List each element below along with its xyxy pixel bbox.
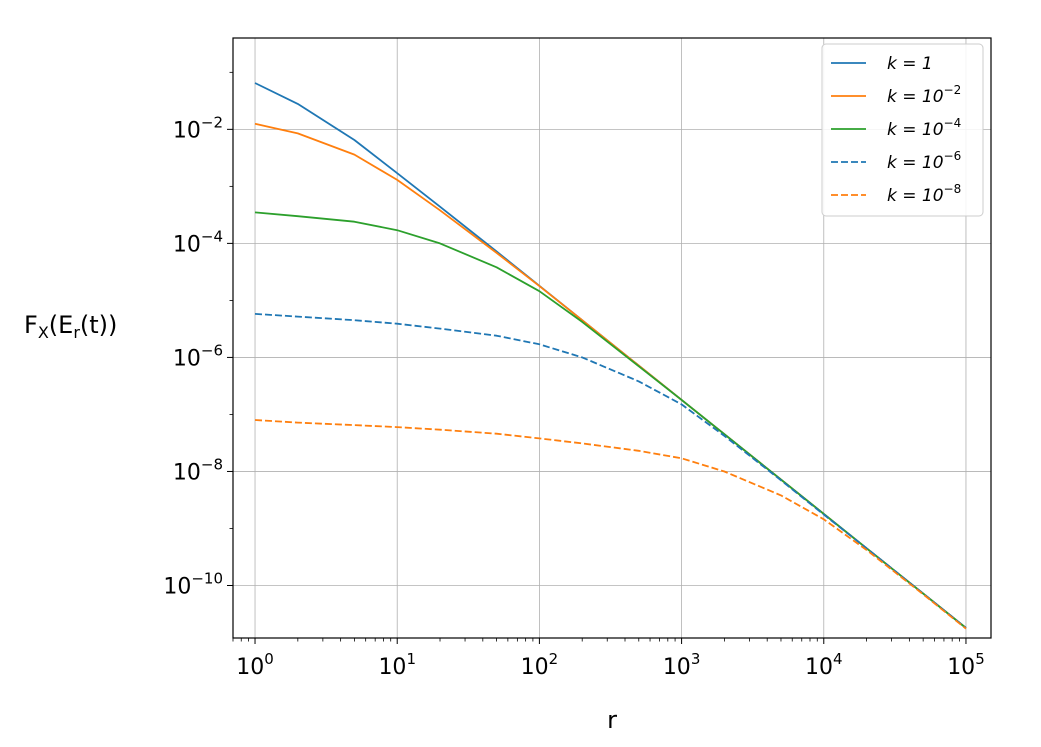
y-tick-label: 10−6	[173, 341, 223, 371]
legend: k = 1 k = 10−2 k = 10−4 k = 10−6 k = 10−8	[821, 43, 984, 217]
x-tick-label: 105	[947, 650, 985, 680]
y-tick-label: 10−10	[163, 569, 223, 599]
axis-ticks: 100 101 102 103 104 105 10−10 10−8 10−6 10−4 10−2	[163, 71, 985, 680]
y-tick-label: 10−8	[173, 455, 223, 485]
y-tick-label: 10−4	[173, 227, 223, 257]
x-tick-label: 101	[378, 650, 416, 680]
x-tick-label: 103	[663, 650, 701, 680]
legend-label-1: k = 1	[887, 54, 933, 74]
x-axis-label: r	[607, 706, 617, 734]
legend-label-5: k = 10−8	[887, 182, 961, 206]
series-line-4	[254, 313, 967, 629]
x-tick-label: 102	[521, 650, 559, 680]
legend-entries: k = 1 k = 10−2 k = 10−4 k = 10−6 k = 10−8	[831, 54, 961, 206]
legend-label-4: k = 10−6	[887, 149, 961, 173]
legend-label-3: k = 10−4	[887, 116, 961, 140]
legend-box	[821, 43, 984, 217]
y-axis-label: FX(Er(t))	[24, 311, 117, 342]
x-tick-label: 104	[805, 650, 843, 680]
series-line-3	[254, 211, 967, 629]
series-lines	[254, 82, 967, 630]
plot-frame	[232, 37, 992, 639]
y-tick-label: 10−2	[173, 113, 223, 143]
x-tick-label: 100	[236, 650, 274, 680]
series-line-5	[254, 419, 967, 630]
legend-label-2: k = 10−2	[887, 83, 961, 107]
